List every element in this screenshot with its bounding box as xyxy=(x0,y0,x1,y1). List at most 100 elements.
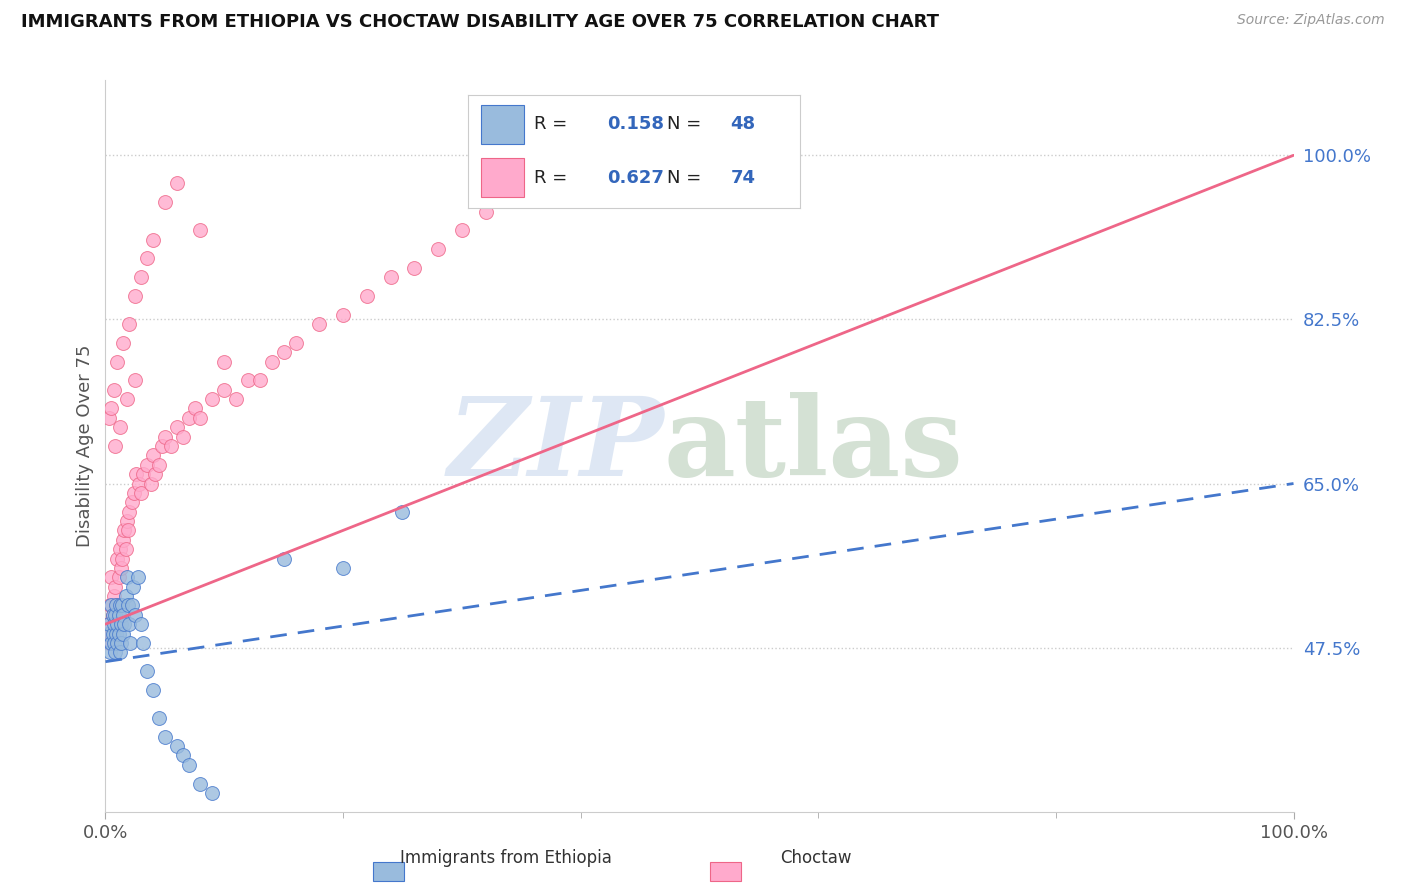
Point xyxy=(159,439,181,453)
Text: Immigrants from Ethiopia: Immigrants from Ethiopia xyxy=(401,849,612,867)
Point xyxy=(124,289,146,303)
Point xyxy=(177,757,200,772)
Point xyxy=(152,439,174,453)
Point xyxy=(101,626,124,640)
Point xyxy=(97,626,120,640)
Point xyxy=(273,345,295,359)
Point xyxy=(183,401,205,416)
Point xyxy=(132,467,155,482)
Point xyxy=(98,617,121,632)
Point xyxy=(124,607,146,622)
Point xyxy=(111,599,134,613)
Point xyxy=(332,308,354,322)
Point xyxy=(129,617,152,632)
Point xyxy=(104,607,127,622)
Point xyxy=(190,410,212,425)
Point xyxy=(115,570,138,584)
Text: Choctaw: Choctaw xyxy=(780,849,851,867)
Point xyxy=(103,589,125,603)
Point xyxy=(129,270,152,285)
Point xyxy=(214,383,236,397)
Point xyxy=(143,467,166,482)
Point xyxy=(427,242,450,256)
Point xyxy=(172,748,194,763)
Point xyxy=(105,354,128,368)
Point xyxy=(249,373,271,387)
Point xyxy=(108,645,131,659)
Point xyxy=(136,664,159,678)
Point xyxy=(125,467,148,482)
Point xyxy=(103,636,125,650)
Text: atlas: atlas xyxy=(664,392,963,500)
Point xyxy=(153,429,176,443)
Point xyxy=(148,711,170,725)
Point xyxy=(108,599,131,613)
Point xyxy=(121,599,143,613)
Text: IMMIGRANTS FROM ETHIOPIA VS CHOCTAW DISABILITY AGE OVER 75 CORRELATION CHART: IMMIGRANTS FROM ETHIOPIA VS CHOCTAW DISA… xyxy=(21,13,939,31)
Point xyxy=(122,486,145,500)
Point xyxy=(124,373,146,387)
Point xyxy=(118,617,141,632)
Point xyxy=(127,570,149,584)
Point xyxy=(115,514,138,528)
Point xyxy=(97,617,120,632)
Point xyxy=(117,599,139,613)
Point xyxy=(332,561,354,575)
Point xyxy=(114,524,136,538)
Point xyxy=(153,730,176,744)
Point xyxy=(356,289,378,303)
Point xyxy=(121,495,143,509)
Point xyxy=(110,617,132,632)
Point xyxy=(110,561,132,575)
Point xyxy=(100,636,122,650)
Point xyxy=(105,551,128,566)
Point xyxy=(214,354,236,368)
Point xyxy=(172,429,194,443)
Point xyxy=(104,645,127,659)
Point xyxy=(308,317,330,331)
Point xyxy=(100,599,122,613)
Point xyxy=(108,542,131,557)
Point xyxy=(118,505,141,519)
Point xyxy=(114,589,136,603)
Point xyxy=(391,505,413,519)
Point xyxy=(273,551,295,566)
Point xyxy=(166,420,188,434)
Point xyxy=(121,580,143,594)
Point xyxy=(108,420,131,434)
Point xyxy=(166,177,188,191)
Point xyxy=(166,739,188,753)
Point xyxy=(129,486,152,500)
Point xyxy=(111,551,134,566)
Text: Source: ZipAtlas.com: Source: ZipAtlas.com xyxy=(1237,13,1385,28)
Point xyxy=(105,599,128,613)
Point xyxy=(100,626,122,640)
Point xyxy=(177,410,200,425)
Point xyxy=(115,392,138,406)
Point xyxy=(139,476,162,491)
Point xyxy=(136,458,159,472)
Point xyxy=(105,626,128,640)
Point xyxy=(142,233,165,247)
Point xyxy=(104,439,127,453)
Point xyxy=(498,186,520,200)
Point xyxy=(101,607,124,622)
Point xyxy=(103,617,125,632)
Point xyxy=(450,223,472,237)
Point xyxy=(225,392,247,406)
Point xyxy=(201,392,224,406)
Point xyxy=(100,570,122,584)
Point xyxy=(132,636,155,650)
Point xyxy=(107,570,129,584)
Point xyxy=(98,599,121,613)
Point xyxy=(136,252,159,266)
Text: ZIP: ZIP xyxy=(447,392,664,500)
Point xyxy=(236,373,259,387)
Point xyxy=(112,607,135,622)
Y-axis label: Disability Age Over 75: Disability Age Over 75 xyxy=(76,344,94,548)
Point xyxy=(98,410,121,425)
Point xyxy=(201,786,224,800)
Point xyxy=(142,449,165,463)
Point xyxy=(112,533,135,547)
Point xyxy=(380,270,402,285)
